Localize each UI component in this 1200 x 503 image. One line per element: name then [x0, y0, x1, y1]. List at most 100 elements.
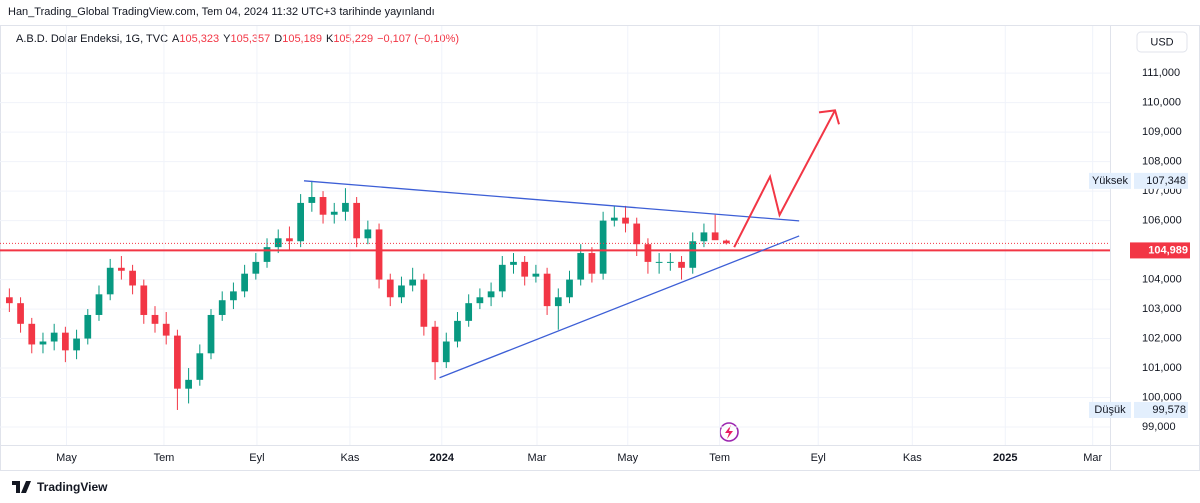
symbol-legend: A.B.D. Dolar Endeksi, 1G, TVC A 105,323 Y 1… [16, 33, 463, 45]
candle-body [95, 294, 103, 315]
quote-value: 105,357 [230, 33, 271, 45]
y-tick-label: 99,000 [1142, 421, 1176, 433]
candle-body [274, 238, 282, 248]
candle-body [62, 332, 69, 351]
candle-body [588, 253, 596, 274]
candle-body [286, 238, 293, 242]
candle-body [666, 261, 674, 263]
extreme-name: Yüksek [1092, 175, 1129, 187]
quote-letter: K [325, 33, 334, 45]
grid [0, 26, 1110, 445]
candle-body [129, 270, 136, 286]
x-tick-label: Mar [1083, 452, 1102, 464]
candle-body [622, 217, 629, 224]
projection-arrow [733, 109, 836, 248]
candle-body [174, 335, 181, 389]
x-tick-label: Eyl [811, 452, 826, 464]
price-line-label: 104,989 [1148, 244, 1188, 256]
arrow-head [818, 109, 840, 125]
y-tick-label: 110,000 [1142, 97, 1181, 109]
y-tick-label: 111,000 [1142, 67, 1180, 79]
x-tick-label: Kas [903, 452, 922, 464]
candle-body [431, 326, 439, 363]
candle-body [465, 303, 473, 321]
y-tick-label: 100,000 [1142, 391, 1182, 403]
quote-letter: A [172, 33, 180, 45]
candle-body [140, 285, 148, 315]
candle-body [39, 341, 47, 345]
candle-body [566, 279, 573, 298]
candle-body [577, 253, 585, 280]
x-tick-label: May [617, 452, 638, 464]
quote-value: 105,229 [333, 33, 374, 45]
candle-body [442, 341, 450, 363]
timeframe-icon [719, 422, 739, 442]
candle-body [420, 279, 428, 327]
x-tick-label: Kas [340, 452, 359, 464]
candle-body [196, 353, 204, 380]
currency[interactable]: USD [1150, 36, 1173, 48]
quote-letter: Y [223, 33, 231, 45]
candle-body [151, 314, 159, 324]
x-tick-label: Mar [528, 452, 547, 464]
y-tick-label: 109,000 [1142, 126, 1182, 138]
y-tick-label: 108,000 [1142, 156, 1182, 168]
extreme-value: 99,578 [1152, 404, 1186, 416]
candle-body [633, 223, 641, 245]
quote-value: 105,323 [179, 33, 220, 45]
candle-body [308, 197, 316, 203]
candle-body [185, 379, 192, 389]
publish-info: Han_Trading_Global TradingView.com, Tem … [8, 6, 435, 18]
candle-body [106, 267, 114, 295]
candle-body [510, 261, 517, 265]
candle-body [73, 338, 80, 351]
trendline [303, 180, 800, 222]
candle-body [319, 197, 327, 215]
x-tick-label: 2024 [430, 452, 455, 464]
candle-body [689, 241, 697, 268]
candle-body [521, 261, 529, 277]
x-tick-label: May [56, 452, 77, 464]
candle-body [6, 297, 13, 304]
extreme-name: Düşük [1094, 404, 1126, 416]
candle-body [207, 314, 215, 354]
x-tick-label: Tem [154, 452, 175, 464]
x-tick-label: Tem [709, 452, 730, 464]
y-tick-label: 106,000 [1142, 215, 1182, 227]
x-tick-label: Eyl [249, 452, 264, 464]
extreme-name-box [1089, 172, 1131, 189]
extreme-name-box [1089, 401, 1131, 418]
candle-body [342, 202, 349, 212]
candle-body [610, 217, 618, 221]
candle-body [599, 220, 607, 274]
y-tick-label: 101,000 [1142, 362, 1182, 374]
extreme-value-box [1134, 401, 1188, 418]
candle-body [398, 285, 405, 298]
currency-box[interactable] [1136, 31, 1188, 53]
trendline [439, 235, 800, 379]
candle-body [28, 323, 36, 345]
candle-body [487, 291, 495, 298]
candle-body [84, 314, 92, 339]
candle-body [118, 267, 125, 271]
y-tick-label: 102,000 [1142, 332, 1182, 344]
quote-letter: D [274, 33, 283, 45]
candle-body [678, 261, 685, 268]
extreme-value: 107,348 [1146, 175, 1186, 187]
extreme-value-box [1134, 172, 1188, 189]
quote-value: 105,189 [282, 33, 322, 45]
brand-logo [12, 481, 31, 493]
candle-body [386, 279, 394, 298]
candle-body [162, 323, 170, 336]
candle-body [230, 291, 237, 301]
brand-name: TradingView [37, 480, 108, 494]
candle-body [532, 273, 540, 277]
candle-body [330, 211, 338, 215]
candle-body [218, 300, 226, 315]
candle-body [700, 232, 708, 242]
candle-body [241, 273, 248, 292]
symbol-title: A.B.D. Dolar Endeksi, 1G, TVC [16, 33, 169, 45]
y-tick-label: 104,000 [1142, 273, 1182, 285]
candle-body [543, 273, 551, 307]
